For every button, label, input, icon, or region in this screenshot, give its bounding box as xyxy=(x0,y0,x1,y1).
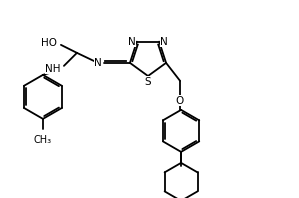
Text: NH: NH xyxy=(45,64,61,74)
Text: N: N xyxy=(128,37,136,47)
Text: N: N xyxy=(160,37,168,47)
Text: N: N xyxy=(94,58,102,68)
Text: HO: HO xyxy=(41,38,57,48)
Text: CH₃: CH₃ xyxy=(34,135,52,145)
Text: S: S xyxy=(145,77,151,87)
Text: O: O xyxy=(175,96,183,106)
